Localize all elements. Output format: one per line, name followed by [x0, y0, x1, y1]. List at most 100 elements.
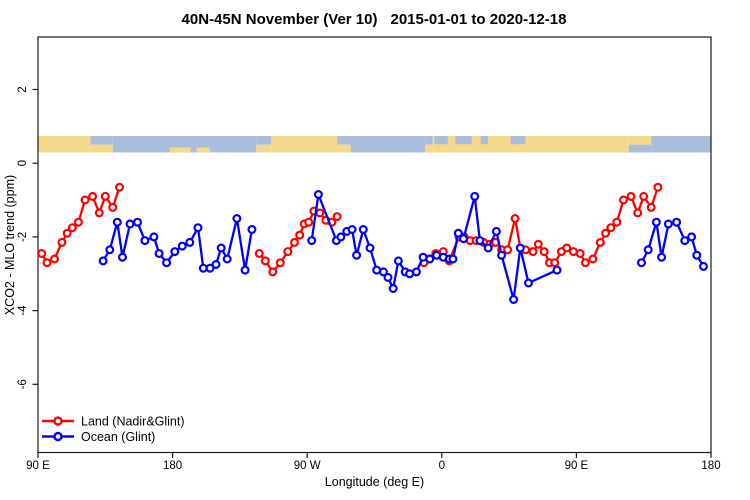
data-point	[503, 245, 513, 255]
data-point	[347, 225, 357, 235]
chart-title-daterange: 2015-01-01 to 2020-12-18	[390, 11, 566, 28]
x-axis: 90 E 180 90 W 0 90 E 180	[26, 452, 721, 472]
x-axis-title: Longitude (deg E)	[325, 475, 424, 489]
data-point	[100, 191, 110, 201]
data-point	[352, 250, 362, 260]
data-point	[653, 182, 663, 192]
data-point	[618, 195, 628, 205]
data-point	[80, 195, 90, 205]
data-point	[533, 239, 543, 249]
data-point	[643, 245, 653, 255]
data-point	[552, 265, 562, 275]
data-point	[57, 237, 67, 247]
strip-ocean-patch	[480, 136, 489, 145]
data-point	[388, 284, 398, 294]
data-point	[177, 241, 187, 251]
data-point	[475, 236, 485, 246]
legend: Land (Nadir&Glint) Ocean (Glint)	[42, 415, 185, 444]
y-tick-label: -4	[17, 305, 29, 316]
data-point	[358, 225, 368, 235]
strip-mixed-top	[337, 136, 351, 145]
legend-land-marker-icon	[53, 416, 63, 426]
strip-mixed-top	[256, 136, 272, 145]
data-point	[539, 247, 549, 257]
data-point	[240, 265, 250, 275]
plot-border	[37, 36, 712, 454]
data-point	[133, 217, 143, 227]
data-point	[588, 254, 598, 264]
strip-mixed-bottom	[628, 144, 652, 153]
data-point	[49, 254, 59, 264]
data-point	[562, 243, 572, 253]
strip-ocean-patch	[510, 136, 526, 145]
strip-land-segment	[271, 136, 338, 153]
data-point	[114, 182, 124, 192]
data-point	[626, 191, 636, 201]
legend-land-label: Land (Nadir&Glint)	[81, 415, 185, 429]
data-point	[162, 258, 172, 268]
data-point	[222, 254, 232, 264]
series-line	[640, 221, 705, 268]
strip-ocean-segment	[350, 136, 426, 153]
data-point	[275, 258, 285, 268]
data-point	[379, 267, 389, 277]
x-tick-label: 90 E	[26, 460, 50, 472]
data-point	[98, 256, 108, 266]
data-point	[606, 223, 616, 233]
data-point	[260, 256, 270, 266]
strip-ocean-patch	[434, 136, 448, 145]
data-point	[254, 249, 264, 259]
strip-mixed-top	[425, 136, 433, 145]
data-point	[672, 217, 682, 227]
strip-mixed-bottom	[425, 144, 433, 153]
data-point	[612, 217, 622, 227]
data-point	[651, 217, 661, 227]
data-point	[295, 230, 305, 240]
data-point	[140, 236, 150, 246]
legend-ocean-label: Ocean (Glint)	[81, 430, 155, 444]
strip-land-segment	[38, 136, 91, 153]
data-point	[185, 237, 195, 247]
data-point	[125, 219, 135, 229]
y-tick-label: 2	[17, 86, 29, 92]
strip-ocean-patch	[455, 136, 472, 145]
y-tick-label: -2	[17, 232, 29, 242]
data-point	[510, 214, 520, 224]
data-point	[595, 237, 605, 247]
data-point	[283, 247, 293, 257]
strip-mixed-bottom	[337, 144, 351, 153]
data-point	[268, 267, 278, 277]
data-point	[515, 243, 525, 253]
data-point	[88, 191, 98, 201]
data-point	[411, 267, 421, 277]
data-point	[483, 243, 493, 253]
data-point	[459, 234, 469, 244]
strip-mixed-top	[628, 136, 652, 145]
ocean-series	[98, 190, 708, 305]
data-point	[154, 249, 164, 259]
data-point	[108, 202, 118, 212]
data-point	[37, 249, 47, 259]
data-point	[205, 263, 215, 273]
series-line	[101, 217, 254, 272]
y-tick-label: -6	[17, 379, 29, 389]
data-point	[692, 250, 702, 260]
x-tick-label: 90 W	[294, 460, 321, 472]
data-point	[117, 252, 127, 262]
data-point	[491, 226, 501, 236]
strip-mixed-bottom	[90, 144, 113, 153]
data-point	[528, 247, 538, 257]
x-tick-label: 180	[701, 460, 720, 472]
data-point	[332, 212, 342, 222]
data-point	[73, 217, 83, 227]
strip-mixed-top	[90, 136, 113, 145]
data-point	[383, 272, 393, 282]
data-point	[307, 236, 317, 246]
y-axis-title: XCO2 - MLO trend (ppm)	[3, 175, 17, 315]
data-point	[149, 232, 159, 242]
y-axis: 2 0 -2 -4 -6	[17, 86, 38, 389]
plot-box	[37, 36, 712, 454]
data-point	[304, 217, 314, 227]
data-point	[448, 254, 458, 264]
